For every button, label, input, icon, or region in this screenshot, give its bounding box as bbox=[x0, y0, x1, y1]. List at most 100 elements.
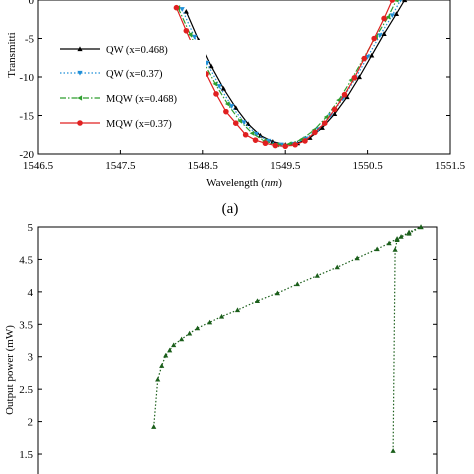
data-point bbox=[418, 224, 424, 230]
data-point bbox=[389, 0, 396, 3]
data-point bbox=[393, 11, 400, 16]
data-point bbox=[253, 131, 259, 137]
y-tick-label: 5 bbox=[28, 222, 34, 234]
x-tick-label: 1548.5 bbox=[188, 160, 219, 172]
data-point bbox=[179, 336, 185, 342]
data-point bbox=[270, 139, 276, 144]
data-point bbox=[195, 325, 201, 331]
chart-a-legend: QW (x=0.468) QW (x=0.37) MQW (x=0.468) MQW … bbox=[56, 40, 206, 134]
legend-item: QW (x=0.37) bbox=[60, 69, 163, 80]
data-point bbox=[224, 101, 230, 107]
data-point bbox=[381, 15, 387, 22]
y-tick-label: 0 bbox=[29, 0, 35, 7]
x-tick-label: 1547.5 bbox=[105, 160, 136, 172]
data-point bbox=[262, 140, 269, 147]
legend-marker bbox=[77, 46, 83, 52]
data-point bbox=[369, 52, 375, 58]
chart-a: 0 -5 -10 -15 -20 1546.5 1547.5 1548.5 1549.5 155… bbox=[6, 0, 466, 217]
series-line bbox=[153, 226, 422, 427]
chart-b-ylabel: Output power (mW) bbox=[4, 325, 16, 415]
data-point bbox=[159, 363, 165, 368]
data-point bbox=[294, 281, 300, 287]
data-point bbox=[331, 106, 338, 113]
series-line bbox=[392, 226, 422, 451]
series-1 bbox=[179, 0, 403, 148]
data-point bbox=[187, 32, 193, 38]
data-point bbox=[323, 114, 329, 120]
legend-item: MQW (x=0.37) bbox=[60, 119, 172, 130]
legend-label: QW (x=0.468) bbox=[106, 45, 168, 56]
data-point bbox=[319, 125, 325, 130]
data-point bbox=[274, 290, 280, 296]
data-point bbox=[254, 298, 261, 304]
data-point bbox=[249, 130, 255, 136]
data-point bbox=[371, 35, 377, 42]
data-point bbox=[340, 96, 346, 102]
y-tick-label: 3.5 bbox=[19, 319, 33, 331]
data-point bbox=[257, 132, 264, 138]
data-point bbox=[334, 264, 340, 270]
data-point bbox=[167, 347, 173, 353]
chart-a-series bbox=[173, 0, 408, 150]
data-point bbox=[374, 246, 380, 252]
data-point bbox=[266, 138, 272, 144]
data-point bbox=[399, 0, 403, 3]
data-point bbox=[252, 137, 259, 143]
data-point bbox=[237, 118, 242, 124]
legend-label: MQW (x=0.37) bbox=[106, 119, 172, 130]
data-point bbox=[302, 138, 308, 144]
y-tick-label: 4 bbox=[28, 287, 34, 299]
data-point bbox=[151, 424, 157, 429]
data-point bbox=[386, 240, 392, 246]
data-point bbox=[282, 143, 289, 150]
series-line bbox=[185, 0, 406, 146]
data-point bbox=[233, 105, 239, 110]
y-tick-label: -15 bbox=[19, 111, 34, 123]
legend-label: MQW (x=0.468) bbox=[106, 94, 178, 105]
data-point bbox=[292, 141, 298, 148]
legend-marker bbox=[77, 70, 83, 76]
y-tick-label: -20 bbox=[19, 149, 34, 161]
data-point bbox=[341, 91, 348, 98]
y-tick-label: -5 bbox=[25, 34, 35, 46]
data-point bbox=[187, 330, 193, 336]
chart-b-y-ticks: 5 4.5 4 3.5 3 2.5 2 1.5 bbox=[19, 222, 437, 461]
x-tick-label: 1549.5 bbox=[270, 160, 301, 172]
data-point bbox=[191, 34, 198, 40]
x-tick-label: 1551.5 bbox=[435, 160, 466, 172]
chart-a-x-ticks: 1546.5 1547.5 1548.5 1549.5 1550.5 1551.5 bbox=[23, 150, 466, 172]
data-point bbox=[390, 448, 396, 453]
data-point bbox=[381, 31, 387, 36]
legend-marker bbox=[77, 120, 83, 126]
data-point bbox=[332, 111, 338, 117]
y-tick-label: 1.5 bbox=[19, 449, 33, 461]
data-point bbox=[173, 4, 180, 11]
data-point bbox=[208, 63, 214, 69]
data-point bbox=[307, 135, 313, 140]
data-point bbox=[272, 142, 279, 149]
chart-b-series bbox=[151, 224, 424, 453]
legend-item: MQW (x=0.468) bbox=[60, 94, 178, 105]
data-point bbox=[163, 352, 169, 358]
data-point bbox=[389, 13, 395, 18]
data-point bbox=[312, 129, 318, 136]
y-tick-label: 4.5 bbox=[19, 254, 33, 266]
legend-background bbox=[56, 40, 206, 134]
data-point bbox=[223, 108, 229, 115]
data-point bbox=[392, 247, 398, 252]
data-point bbox=[354, 255, 360, 261]
data-point bbox=[321, 120, 328, 126]
data-point bbox=[183, 28, 190, 34]
series-2 bbox=[175, 0, 399, 148]
series-line bbox=[177, 0, 397, 146]
data-point bbox=[365, 54, 371, 60]
data-point bbox=[344, 94, 350, 100]
data-point bbox=[171, 342, 177, 348]
chart-a-xlabel: Wavelength (nm) bbox=[206, 177, 282, 189]
legend-marker bbox=[77, 95, 83, 101]
data-point bbox=[356, 74, 362, 80]
panel-label-a: (a) bbox=[222, 201, 239, 217]
data-point bbox=[242, 131, 249, 138]
chart-b-frame bbox=[37, 226, 438, 474]
